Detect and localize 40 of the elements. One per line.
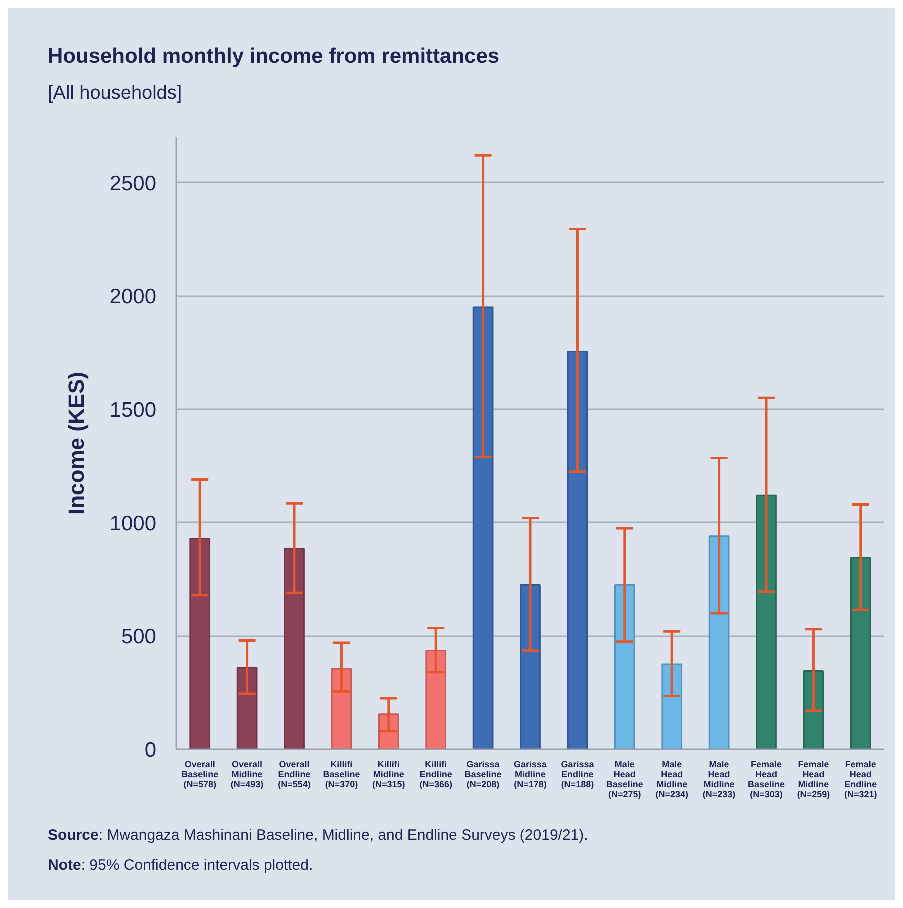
x-tick-label: Killifi Midline (N=315)	[372, 760, 406, 790]
bar	[850, 557, 872, 750]
x-tick-label: Female Head Baseline (N=303)	[748, 760, 786, 800]
x-tick-label: Overall Midline (N=493)	[230, 760, 264, 790]
x-tick-label: Killifi Baseline (N=370)	[323, 760, 360, 790]
y-axis-title: Income (KES)	[64, 372, 89, 516]
bar	[614, 584, 636, 750]
x-tick-label: Male Head Midline (N=233)	[702, 760, 736, 800]
x-tick-label: Male Head Baseline (N=275)	[606, 760, 644, 800]
bar	[426, 650, 447, 750]
y-tick-label: 0	[144, 739, 157, 762]
bar	[803, 670, 824, 750]
x-tick-label: Overall Baseline (N=578)	[182, 760, 219, 790]
bar	[756, 494, 777, 750]
chart-subtitle: [All households]	[48, 82, 184, 106]
bar	[472, 306, 494, 750]
bar	[520, 584, 541, 750]
bar	[236, 667, 258, 750]
x-tick-label: Male Head Midline (N=234)	[656, 760, 688, 800]
x-tick-label: Female Head Midline (N=259)	[797, 760, 830, 800]
x-tick-label: Garissa Midline (N=178)	[514, 760, 548, 790]
y-tick-label: 2500	[110, 172, 156, 196]
bar	[284, 548, 305, 750]
y-tick-label: 1500	[110, 399, 156, 422]
y-tick-label: 1000	[110, 512, 156, 536]
source-note: Source: Mwangaza Mashinani Baseline, Midline, and Endline Surveys (2019/21).	[48, 826, 588, 846]
bar	[708, 536, 730, 750]
y-tick-label: 2000	[110, 286, 156, 309]
x-tick-label: Garissa Baseline (N=208)	[464, 760, 502, 790]
x-tick-label: Garissa Endline (N=188)	[561, 760, 596, 790]
bar	[662, 664, 683, 750]
bar	[567, 350, 588, 750]
x-tick-label: Overall Endline (N=554)	[278, 760, 311, 790]
text: Note: 95% Confidence intervals plotted.	[48, 856, 314, 876]
chart-title: Household monthly income from remittances	[48, 44, 500, 70]
bar	[190, 538, 211, 750]
bar	[331, 668, 352, 750]
x-tick-label: Killifi Endline (N=366)	[420, 760, 452, 790]
x-tick-label: Female Head Endline (N=321)	[844, 760, 878, 800]
y-tick-label: 500	[121, 626, 157, 649]
